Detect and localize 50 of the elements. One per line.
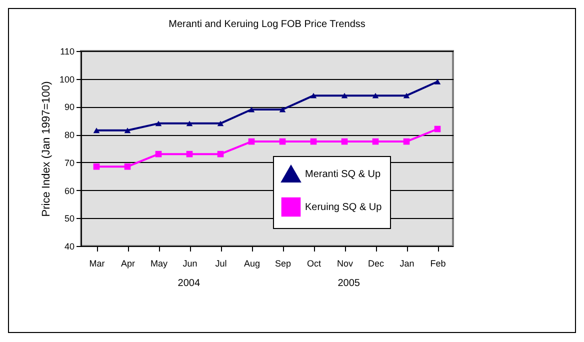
point	[155, 120, 162, 126]
x-tick-label: Dec	[368, 258, 384, 268]
point	[186, 150, 193, 158]
x-tick-label: Mar	[89, 258, 105, 268]
point	[372, 92, 379, 98]
point	[217, 120, 224, 126]
chart-title: Meranti and Keruing Log FOB Price Trendss	[168, 19, 366, 30]
point	[310, 138, 317, 145]
y-tick-label: 90	[64, 102, 74, 112]
point	[310, 92, 317, 98]
x-tick-label: Jun	[182, 258, 198, 268]
text: 2005	[338, 278, 360, 289]
point	[217, 150, 224, 158]
point	[124, 163, 131, 170]
y-tick-label: 110	[60, 46, 74, 56]
x-tick-label: Jan	[400, 258, 414, 268]
point	[403, 92, 410, 98]
point	[93, 128, 100, 134]
point	[248, 138, 255, 145]
legend-label: Meranti SQ & Up	[305, 169, 382, 180]
x-tick-label: Sep	[274, 258, 292, 268]
point	[341, 92, 348, 98]
point	[341, 138, 348, 145]
legend-label: Keruing SQ & Up	[305, 202, 382, 213]
point	[248, 106, 255, 112]
x-tick-label: Oct	[306, 258, 322, 268]
point	[155, 150, 162, 158]
point	[372, 138, 379, 145]
point	[93, 163, 100, 170]
x-tick-label: Aug	[244, 258, 260, 268]
y-tick-label: 40	[64, 242, 74, 252]
y-axis-title: Price Index (Jan 1997=100)	[40, 81, 52, 217]
point	[124, 128, 131, 134]
x-tick-label: Nov	[336, 258, 354, 268]
text: 2004	[178, 278, 200, 289]
y-tick-label: 60	[64, 186, 74, 196]
y-tick-label: 50	[64, 214, 74, 224]
point	[434, 78, 441, 84]
point	[434, 126, 441, 132]
x-tick-label: Apr	[120, 258, 136, 268]
y-tick-label: 100	[59, 74, 74, 84]
x-tick-label: Jul	[215, 258, 227, 268]
y-tick-label: 70	[64, 158, 74, 168]
point	[279, 106, 286, 112]
point	[403, 138, 410, 145]
point	[186, 120, 193, 126]
y-tick-label: 80	[64, 130, 74, 140]
x-tick-label: Feb	[430, 258, 446, 268]
point	[279, 138, 286, 145]
x-tick-label: May	[150, 258, 168, 268]
